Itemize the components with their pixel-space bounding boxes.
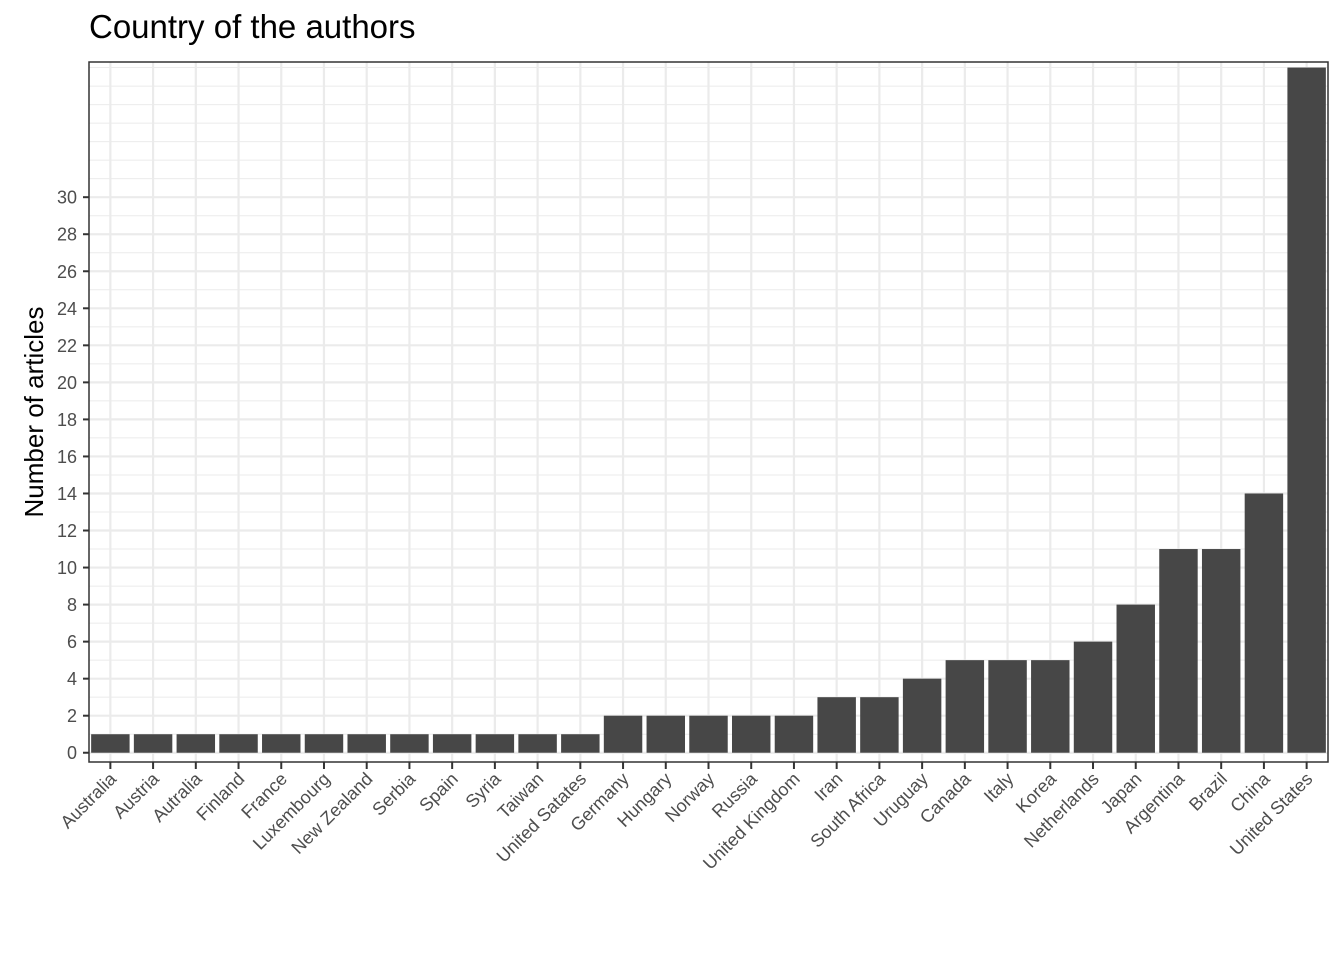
- bar: [219, 734, 258, 753]
- x-tick-label: Finland: [192, 769, 248, 825]
- bar: [1244, 493, 1284, 753]
- y-axis-label: Number of articles: [19, 307, 49, 518]
- bar: [817, 697, 856, 753]
- y-tick-label: 2: [67, 706, 77, 726]
- bar: [262, 734, 301, 753]
- bar: [731, 715, 771, 753]
- y-tick-label: 16: [57, 447, 77, 467]
- bar: [475, 734, 515, 753]
- y-tick-label: 26: [57, 262, 77, 282]
- bar: [518, 734, 557, 753]
- y-tick-label: 24: [57, 299, 77, 319]
- bar: [1116, 604, 1155, 753]
- y-tick-label: 6: [67, 632, 77, 652]
- bar: [902, 678, 942, 753]
- x-tick-label: Brazil: [1185, 769, 1231, 815]
- x-tick-label: Iran: [810, 769, 846, 805]
- x-axis: AustraliaAustriaAutraliaFinlandFranceLux…: [57, 762, 1316, 873]
- x-tick-label: Italy: [980, 769, 1017, 806]
- y-tick-label: 14: [57, 484, 77, 504]
- bar: [988, 660, 1027, 753]
- bar: [347, 734, 386, 753]
- y-tick-label: 12: [57, 521, 77, 541]
- x-tick-label: Serbia: [368, 768, 420, 820]
- bar: [1201, 549, 1241, 753]
- bar: [689, 715, 728, 753]
- bar: [390, 734, 429, 753]
- bar: [945, 660, 985, 753]
- y-tick-label: 28: [57, 225, 77, 245]
- bar: [176, 734, 216, 753]
- x-tick-label: Australia: [57, 768, 121, 832]
- bar: [561, 734, 600, 753]
- y-tick-label: 30: [57, 188, 77, 208]
- bar: [432, 734, 472, 753]
- y-tick-label: 20: [57, 373, 77, 393]
- bar: [1287, 67, 1326, 753]
- x-tick-label: Spain: [415, 769, 462, 816]
- bar: [1159, 549, 1198, 753]
- y-tick-label: 18: [57, 410, 77, 430]
- bars: [91, 67, 1326, 753]
- y-tick-label: 0: [67, 743, 77, 763]
- y-tick-label: 22: [57, 336, 77, 356]
- bar: [304, 734, 344, 753]
- y-tick-label: 4: [67, 669, 77, 689]
- bar: [603, 715, 643, 753]
- bar: [1031, 660, 1070, 753]
- bar: [91, 734, 130, 753]
- bar: [1073, 641, 1113, 753]
- bar: [860, 697, 899, 753]
- y-tick-label: 10: [57, 558, 77, 578]
- bar: [133, 734, 173, 753]
- bar: [774, 715, 814, 753]
- bar: [646, 715, 686, 753]
- x-tick-label: Autralia: [148, 768, 206, 826]
- y-tick-label: 8: [67, 595, 77, 615]
- chart-title: Country of the authors: [89, 8, 416, 45]
